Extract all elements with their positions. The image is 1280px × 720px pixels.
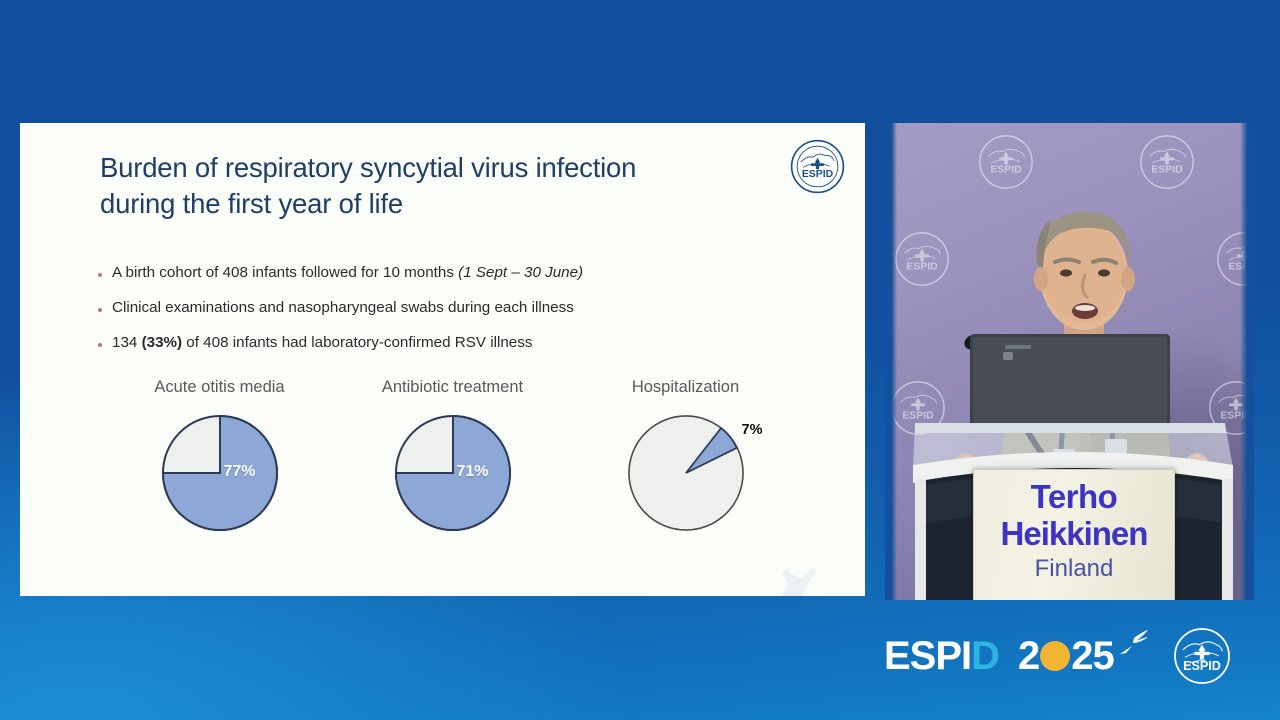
brand-word: ESPI	[884, 634, 972, 678]
bullet-dot-icon	[98, 308, 102, 312]
espid-logo-icon: ESPID	[790, 139, 845, 199]
podium-name-sign: Terho Heikkinen Finland	[973, 469, 1175, 600]
jumping-children-silhouette-icon	[753, 563, 865, 596]
chart-hospitalization: Hospitalization 7%	[604, 378, 767, 540]
chart-title: Hospitalization	[631, 378, 740, 396]
svg-text:ESPID: ESPID	[1183, 659, 1221, 673]
chart-acute-otitis-media: Acute otitis media 77%	[138, 378, 301, 540]
slide-panel: Burden of respiratory syncytial virus in…	[20, 123, 865, 596]
list-item: A birth cohort of 408 infants followed f…	[98, 263, 798, 283]
brand-word-d: D	[971, 634, 1001, 678]
slide-bullet-list: A birth cohort of 408 infants followed f…	[98, 263, 798, 368]
speaker-name-line2: Heikkinen	[1000, 515, 1149, 552]
bullet-dot-icon	[98, 343, 102, 347]
espid-logo-icon: ESPID	[1173, 628, 1230, 684]
speaker-country: Finland	[1034, 555, 1114, 582]
bullet-text-lead: 134	[112, 334, 142, 351]
slide-title: Burden of respiratory syncytial virus in…	[100, 150, 740, 222]
bullet-text: A birth cohort of 408 infants followed f…	[112, 263, 583, 283]
bullet-text-lead: A birth cohort of 408 infants followed f…	[112, 264, 459, 281]
svg-text:ESPID: ESPID	[902, 410, 934, 421]
svg-text:ESPID: ESPID	[906, 261, 938, 272]
bullet-text-tail: of 408 infants had laboratory-confirmed …	[182, 334, 533, 351]
svg-text:ESPID: ESPID	[990, 164, 1022, 175]
speaker-video-panel[interactable]: ESPID ESPID ESPID	[885, 123, 1254, 600]
brand-year-suffix: 25	[1071, 634, 1114, 678]
espid-2025-branding: ESPI D 2 25 ESPID	[884, 628, 1232, 684]
chart-title: Antibiotic treatment	[381, 378, 524, 396]
video-left-edge	[885, 123, 897, 600]
backdrop-espid-logo-icon: ESPID	[1138, 133, 1196, 196]
video-right-edge	[1240, 123, 1254, 600]
bullet-text: Clinical examinations and nasopharyngeal…	[112, 298, 574, 318]
pie-value-label: 77%	[223, 463, 256, 480]
speaker-name-line1: Terho	[1030, 478, 1118, 515]
brand-year-zero-dot	[1040, 641, 1071, 671]
bullet-text-lead: Clinical examinations and nasopharyngeal…	[112, 299, 574, 316]
slide-title-line2: during the first year of life	[100, 188, 403, 219]
pie-hospitalization: 7%	[624, 411, 762, 540]
brand-year-prefix: 2	[1018, 634, 1040, 678]
chart-title: Acute otitis media	[154, 378, 285, 396]
backdrop-espid-logo-icon: ESPID	[977, 133, 1035, 196]
list-item: Clinical examinations and nasopharyngeal…	[98, 298, 798, 318]
chart-antibiotic-treatment: Antibiotic treatment 71%	[371, 378, 534, 540]
bullet-dot-icon	[98, 273, 102, 277]
svg-text:ESPID: ESPID	[1220, 410, 1252, 421]
pie-value-label: 7%	[741, 422, 763, 438]
pie-chart-group: Acute otitis media 77% Antibiotic treatm…	[20, 378, 865, 563]
pie-value-label: 71%	[456, 463, 489, 480]
svg-text:ESPID: ESPID	[802, 169, 834, 180]
list-item: 134 (33%) of 408 infants had laboratory-…	[98, 333, 798, 353]
bullet-text: 134 (33%) of 408 infants had laboratory-…	[112, 333, 532, 353]
slide-title-line1: Burden of respiratory syncytial virus in…	[100, 152, 637, 183]
pie-acute-otitis-media: 77%	[158, 411, 282, 540]
pie-antibiotic-treatment: 71%	[391, 411, 515, 540]
svg-text:ESPID: ESPID	[1151, 164, 1183, 175]
bird-icon	[1119, 630, 1148, 654]
bullet-text-italic: (1 Sept – 30 June)	[458, 264, 584, 281]
bullet-text-bold: (33%)	[141, 334, 183, 351]
